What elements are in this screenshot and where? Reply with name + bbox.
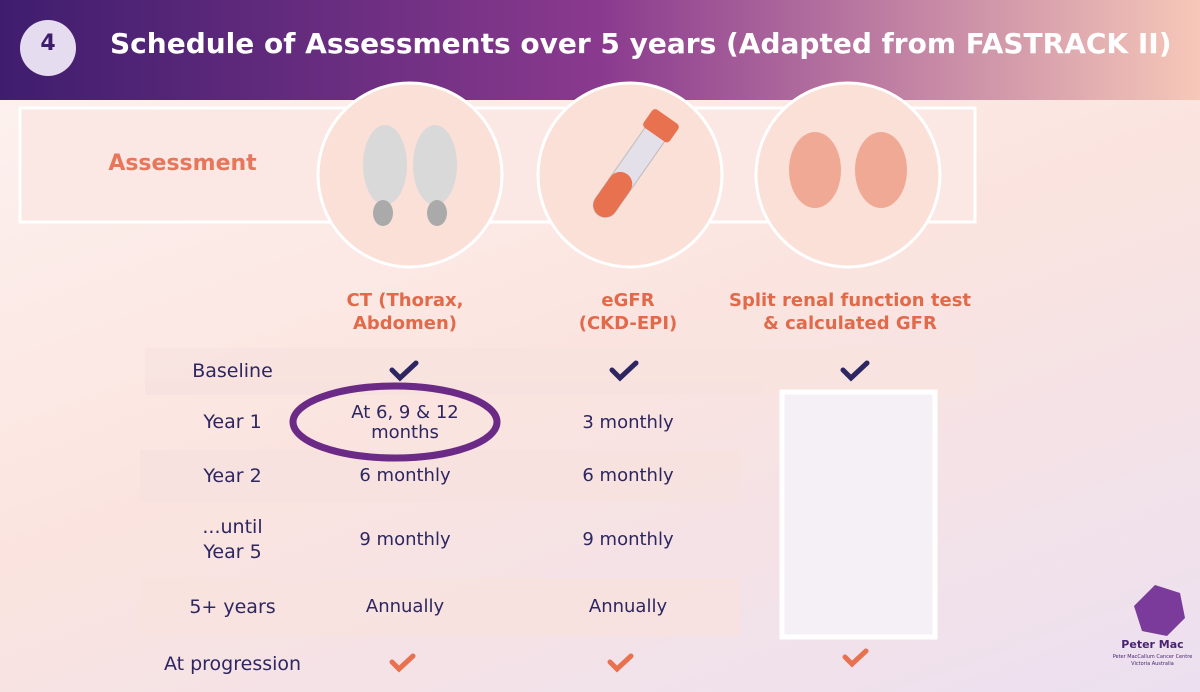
text-line: 3 monthly [582,411,674,433]
text-line: 6 monthly [582,465,674,487]
row-label: 5+ years [140,578,325,636]
text-line: Peter MacCallum Cancer Centre [1112,654,1193,660]
checkmarks [389,360,870,673]
lungs-icon [363,125,457,226]
column-header: CT (Thorax, Abdomen) [280,280,530,344]
row-label: Year 1 [140,395,325,450]
text-line: 6 monthly [359,465,451,487]
slide-title: Schedule of Assessments over 5 years (Ad… [110,27,1172,60]
highlight-ellipse [289,382,501,462]
text-line: Victoria Australia [1131,660,1174,667]
logo-subtitle: Peter MacCallum Cancer Centre Victoria Au… [1105,654,1200,667]
text-line: At progression [163,652,302,675]
row-bands [140,348,975,636]
number-badge [20,20,76,76]
text-line: Year 1 [203,411,262,434]
text-line: Abdomen) [352,313,458,334]
table-cell: 9 monthly [305,502,505,578]
table-cell: 6 monthly [528,450,728,502]
row-label: Baseline [140,348,325,395]
text-line: Split renal function test [728,289,972,311]
column-header: Split renal function test & calculated GF… [725,280,975,344]
text-line: 9 monthly [359,529,451,551]
text-line: Annually [365,596,445,618]
logo-name: Peter Mac [1121,638,1184,651]
row-label: ...until Year 5 [140,502,325,578]
text-line: 5+ years [189,595,276,618]
text-line: Annually [588,596,668,618]
tube-icon [592,109,679,218]
table-cell: 3 monthly [528,395,728,450]
column-header: eGFR (CKD-EPI) [503,280,753,344]
text-line: Baseline [192,360,273,383]
text-line: & calculated GFR [763,313,937,334]
text-line: eGFR [601,289,655,311]
text-line: CT (Thorax, [346,289,464,311]
text-line: Year 5 [203,541,262,563]
text-line: Year 2 [203,464,262,487]
text-line: At 6, 9 & 12 [351,401,459,423]
table-cell: Annually [305,578,505,636]
table-cell: Annually [528,578,728,636]
table-cell: 6 monthly [305,450,505,502]
table-cell: At 6, 9 & 12 months [305,395,505,450]
header-bar [0,0,1200,100]
logo-mark [1134,585,1185,636]
text-line: 9 monthly [582,529,674,551]
row-label: At progression [140,636,325,692]
text-line: (CKD-EPI) [578,313,678,334]
row-label: Year 2 [140,450,325,502]
slide-number: 4 [40,31,56,56]
text-line: months [371,421,439,443]
table-cell: 9 monthly [528,502,728,578]
empty-column [779,389,938,640]
corner-header: Assessment [108,151,257,176]
text-line: ...until [202,516,263,539]
kidneys-icon [789,132,907,208]
